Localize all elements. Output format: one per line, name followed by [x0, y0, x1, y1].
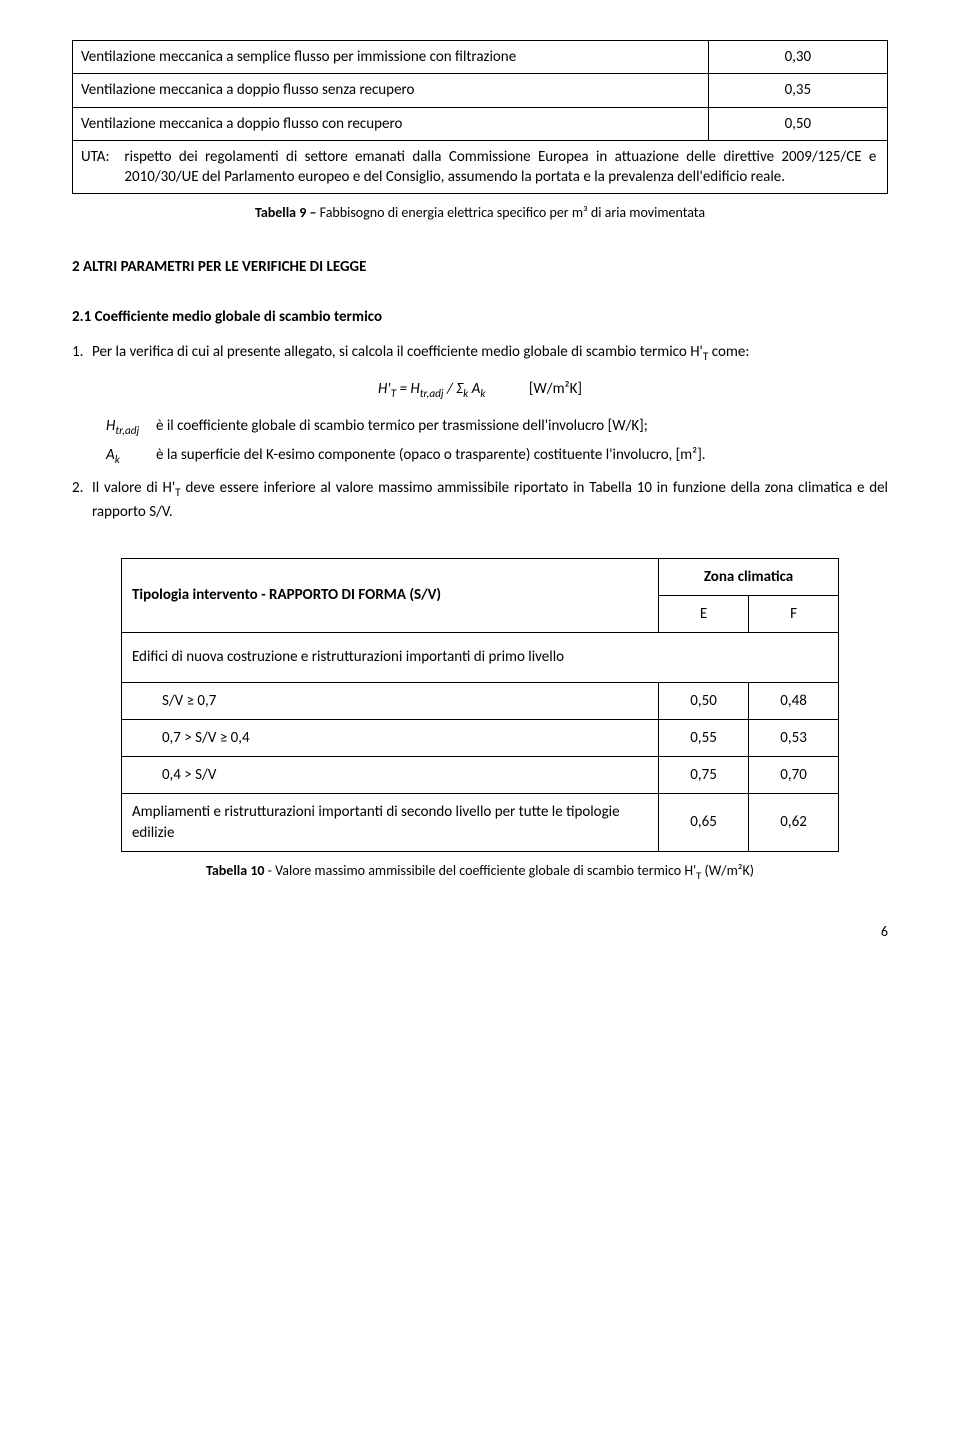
table-cell: Ventilazione meccanica a doppio flusso s…: [73, 74, 709, 107]
table-cell: 0,30: [708, 41, 887, 74]
table-cell: S/V ≥ 0,7: [121, 682, 658, 719]
formula-unit: [W/m²K]: [529, 380, 582, 398]
caption-bold: Tabella 9 –: [255, 204, 317, 221]
table-cell: 0,62: [749, 794, 839, 852]
table-cell: 0,7 > S/V ≥ 0,4: [121, 719, 658, 756]
note-text: rispetto dei regolamenti di settore eman…: [124, 147, 876, 188]
caption-unit: (W/m²K): [701, 862, 754, 879]
paragraph-2: 2. Il valore di H'T deve essere inferior…: [72, 478, 888, 521]
table-10-caption: Tabella 10 - Valore massimo ammissibile …: [72, 862, 888, 883]
table-cell: 0,55: [659, 719, 749, 756]
table-header-col-e: E: [659, 596, 749, 633]
table-9: Ventilazione meccanica a semplice flusso…: [72, 40, 888, 194]
table-cell: 0,48: [749, 682, 839, 719]
definition-text: è la superficie del K-esimo componente (…: [156, 445, 888, 468]
table-note-cell: UTA: rispetto dei regolamenti di settore…: [73, 140, 888, 194]
table-header-col-f: F: [749, 596, 839, 633]
definition-symbol: Htr,adj: [106, 416, 156, 439]
formula-ht: H'T = Htr,adj / Σk Ak [W/m²K]: [72, 379, 888, 402]
caption-bold: Tabella 10: [206, 862, 265, 879]
table-cell: 0,65: [659, 794, 749, 852]
definition-list: Htr,adj è il coefficiente globale di sca…: [106, 416, 888, 468]
caption-text: - Valore massimo ammissibile del coeffic…: [265, 862, 697, 879]
para-number: 2.: [72, 478, 92, 521]
definition-text: è il coefficiente globale di scambio ter…: [156, 416, 888, 439]
caption-text: Fabbisogno di energia elettrica specific…: [316, 204, 705, 221]
table-9-caption: Tabella 9 – Fabbisogno di energia elettr…: [72, 204, 888, 223]
definition-symbol: Ak: [106, 445, 156, 468]
definition-row: Htr,adj è il coefficiente globale di sca…: [106, 416, 888, 439]
section-2-heading: 2 ALTRI PARAMETRI PER LE VERIFICHE DI LE…: [72, 257, 888, 277]
table-cell: Ampliamenti e ristrutturazioni important…: [121, 794, 658, 852]
table-header-zone: Zona climatica: [659, 558, 839, 595]
table-cell: 0,4 > S/V: [121, 757, 658, 794]
table-10: Tipologia intervento - RAPPORTO DI FORMA…: [121, 558, 839, 852]
paragraph-1: 1. Per la verifica di cui al presente al…: [72, 342, 888, 365]
table-cell: Ventilazione meccanica a semplice flusso…: [73, 41, 709, 74]
table-cell: 0,50: [708, 107, 887, 140]
para-number: 1.: [72, 342, 92, 365]
table-cell: Ventilazione meccanica a doppio flusso c…: [73, 107, 709, 140]
note-label: UTA:: [81, 147, 121, 167]
para-text: Per la verifica di cui al presente alleg…: [92, 342, 888, 365]
table-cell: 0,70: [749, 757, 839, 794]
subsection-21-heading: 2.1 Coefficiente medio globale di scambi…: [72, 307, 888, 327]
table-cell: 0,35: [708, 74, 887, 107]
table-cell: 0,50: [659, 682, 749, 719]
para-text: Il valore di H'T deve essere inferiore a…: [92, 478, 888, 521]
page-number: 6: [72, 923, 888, 942]
table-group-row: Edifici di nuova costruzione e ristruttu…: [121, 633, 838, 682]
definition-row: Ak è la superficie del K-esimo component…: [106, 445, 888, 468]
table-cell: 0,75: [659, 757, 749, 794]
table-cell: 0,53: [749, 719, 839, 756]
table-header-main: Tipologia intervento - RAPPORTO DI FORMA…: [121, 558, 658, 633]
